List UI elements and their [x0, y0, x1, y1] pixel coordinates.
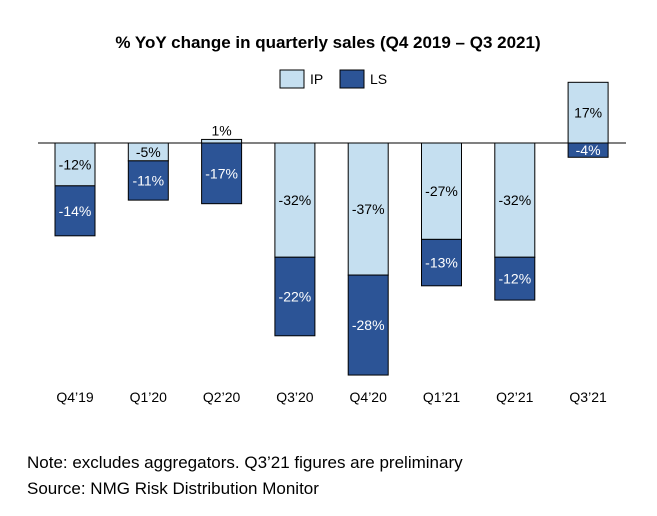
data-label-ls-7: -4%: [576, 142, 601, 158]
data-label-ip-1: -5%: [136, 144, 161, 160]
data-label-ip-3: -32%: [279, 192, 312, 208]
data-label-ip-4: -37%: [352, 201, 385, 217]
data-label-ip-5: -27%: [425, 183, 458, 199]
bar-ip-5: [421, 142, 462, 240]
data-label-ls-2: -17%: [205, 165, 238, 181]
data-label-ls-5: -13%: [425, 255, 458, 271]
bar-ls-5: [421, 238, 462, 287]
bar-ls-2: [201, 142, 243, 205]
category-label-7: Q3’21: [569, 389, 607, 405]
category-label-0: Q4’19: [56, 389, 94, 405]
category-labels: Q4’19 Q1’20 Q2’20 Q3’20 Q4’20 Q1’21 Q2’21 Q3’21: [56, 389, 607, 405]
data-label-ls-6: -12%: [498, 271, 531, 287]
chart: % YoY change in quarterly sales (Q4 2019…: [38, 33, 626, 405]
bar-ls-4: [347, 274, 389, 376]
bar-ls-6: [494, 256, 536, 301]
data-label-ip-7: 17%: [574, 105, 602, 121]
data-label-ip-6: -32%: [498, 192, 531, 208]
category-label-3: Q3’20: [276, 389, 314, 405]
category-label-2: Q2’20: [203, 389, 241, 405]
category-label-4: Q4’20: [350, 389, 388, 405]
legend: IP LS: [279, 69, 387, 89]
bar-ls-3: [274, 256, 316, 337]
legend-swatch-ip: [279, 69, 305, 89]
bar-ip-2: [201, 138, 243, 144]
data-label-ls-3: -22%: [279, 289, 312, 305]
legend-label-ls: LS: [370, 71, 387, 87]
legend-swatch-ls: [339, 69, 365, 89]
category-label-6: Q2’21: [496, 389, 534, 405]
data-label-ls-0: -14%: [59, 203, 92, 219]
bars: -12% -14% -5% -11% 1% -17% -32% -22% -37% -28% -27…: [38, 81, 626, 376]
chart-title: % YoY change in quarterly sales (Q4 2019…: [115, 33, 540, 52]
legend-label-ip: IP: [310, 71, 323, 87]
footnote-source: Source: NMG Risk Distribution Monitor: [27, 479, 319, 498]
data-label-ip-2: 1%: [211, 122, 231, 138]
data-label-ls-1: -11%: [132, 172, 164, 188]
data-label-ls-4: -28%: [352, 317, 385, 333]
data-label-ip-0: -12%: [59, 156, 92, 172]
bar-ls-1: [127, 160, 169, 201]
category-label-5: Q1’21: [423, 389, 461, 405]
bar-ls-0: [54, 185, 96, 237]
bar-ip-4: [347, 142, 389, 276]
bar-ip-0: [54, 142, 96, 187]
bar-ip-7: [567, 81, 609, 144]
footnote-note: Note: excludes aggregators. Q3’21 figure…: [27, 453, 463, 472]
category-label-1: Q1’20: [130, 389, 168, 405]
